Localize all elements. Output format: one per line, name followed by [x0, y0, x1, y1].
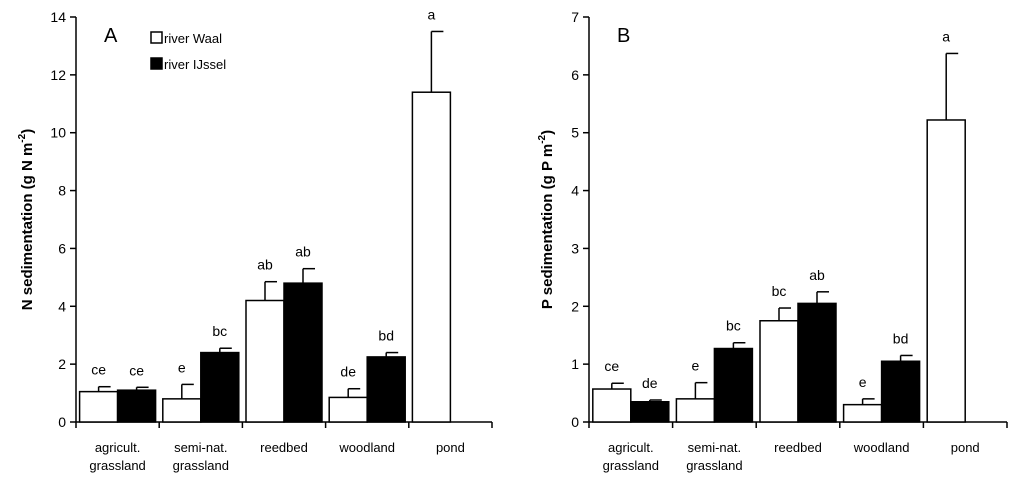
bar-river-ijssel — [366, 356, 406, 423]
y-tick-label: 1 — [571, 356, 579, 372]
bar-river-ijssel — [797, 302, 837, 423]
bar-river-waal — [675, 398, 716, 423]
bar-river-waal — [759, 320, 799, 423]
bar-river-ijssel — [200, 351, 240, 423]
significance-label: ce — [604, 358, 619, 374]
y-tick-label: 0 — [58, 414, 66, 430]
panel-label: A — [104, 25, 118, 47]
y-tick-label: 6 — [571, 67, 579, 83]
y-tick-label: 14 — [50, 9, 66, 25]
legend: river Waal river IJssel — [150, 31, 226, 72]
category-label: woodland — [853, 440, 910, 455]
category-label: grassland — [173, 458, 229, 473]
bar-river-waal — [926, 119, 966, 423]
bar-river-ijssel — [116, 389, 157, 423]
y-tick-label: 12 — [50, 67, 66, 83]
y-tick-label: 0 — [571, 414, 579, 430]
bar-river-ijssel — [880, 360, 921, 423]
category-label: reedbed — [774, 440, 822, 455]
legend-swatch — [150, 31, 163, 44]
bar-river-waal — [592, 388, 632, 423]
significance-label: ce — [91, 362, 106, 378]
significance-label: de — [642, 375, 658, 391]
significance-label: bc — [212, 323, 227, 339]
y-tick-label: 10 — [50, 125, 66, 141]
bar-river-waal — [245, 299, 285, 423]
legend-swatch — [150, 57, 163, 70]
category-label: semi-nat. — [174, 440, 227, 455]
y-tick-label: 7 — [571, 9, 579, 25]
significance-label: ce — [129, 362, 144, 378]
y-tick-label: 6 — [58, 240, 66, 256]
significance-label: e — [178, 359, 186, 375]
y-tick-label: 4 — [58, 298, 66, 314]
bar-river-ijssel — [283, 282, 323, 423]
y-tick-label: 2 — [571, 298, 579, 314]
category-label: grassland — [603, 458, 659, 473]
category-label: reedbed — [260, 440, 308, 455]
panel-label: B — [617, 25, 630, 47]
y-axis-label: P sedimentation (g P m-2) — [537, 130, 556, 309]
bar-river-ijssel — [713, 347, 754, 423]
y-axis-label: N sedimentation (g N m-2) — [17, 129, 36, 310]
bar-river-waal — [328, 396, 368, 423]
y-tick-label: 4 — [571, 183, 579, 199]
category-label: agricult. — [608, 440, 654, 455]
bar-river-waal — [411, 91, 452, 423]
category-label: semi-nat. — [688, 440, 741, 455]
legend-entry: river Waal — [164, 31, 222, 46]
significance-label: ab — [257, 257, 273, 273]
significance-label: bc — [772, 283, 787, 299]
significance-label: a — [428, 6, 436, 22]
significance-label: a — [942, 28, 950, 44]
bar-river-ijssel — [630, 401, 670, 423]
category-label: grassland — [89, 458, 145, 473]
significance-label: bd — [378, 328, 394, 344]
y-tick-label: 2 — [58, 356, 66, 372]
significance-label: ab — [809, 267, 825, 283]
chart-panel-A: 0 2 4 6 8 10 12 14 agricult. grassland semi-nat. gr… — [17, 6, 493, 473]
significance-label: e — [692, 358, 700, 374]
y-tick-label: 5 — [571, 125, 579, 141]
y-tick-label: 8 — [58, 183, 66, 199]
chart-panel-B: 0 1 2 3 4 5 6 7 agricult. grassland semi-nat. grass… — [537, 9, 1008, 473]
significance-label: bc — [726, 318, 741, 334]
significance-label: de — [340, 364, 356, 380]
category-label: agricult. — [95, 440, 141, 455]
category-label: pond — [436, 440, 465, 455]
category-label: grassland — [686, 458, 742, 473]
significance-label: ab — [295, 244, 311, 260]
category-label: pond — [951, 440, 980, 455]
y-tick-label: 3 — [571, 240, 579, 256]
bar-river-waal — [78, 390, 119, 423]
significance-label: bd — [893, 330, 909, 346]
bar-river-waal — [162, 398, 202, 423]
bar-river-waal — [842, 403, 883, 423]
category-label: woodland — [338, 440, 395, 455]
legend-entry: river IJssel — [164, 57, 226, 72]
significance-label: e — [859, 374, 867, 390]
